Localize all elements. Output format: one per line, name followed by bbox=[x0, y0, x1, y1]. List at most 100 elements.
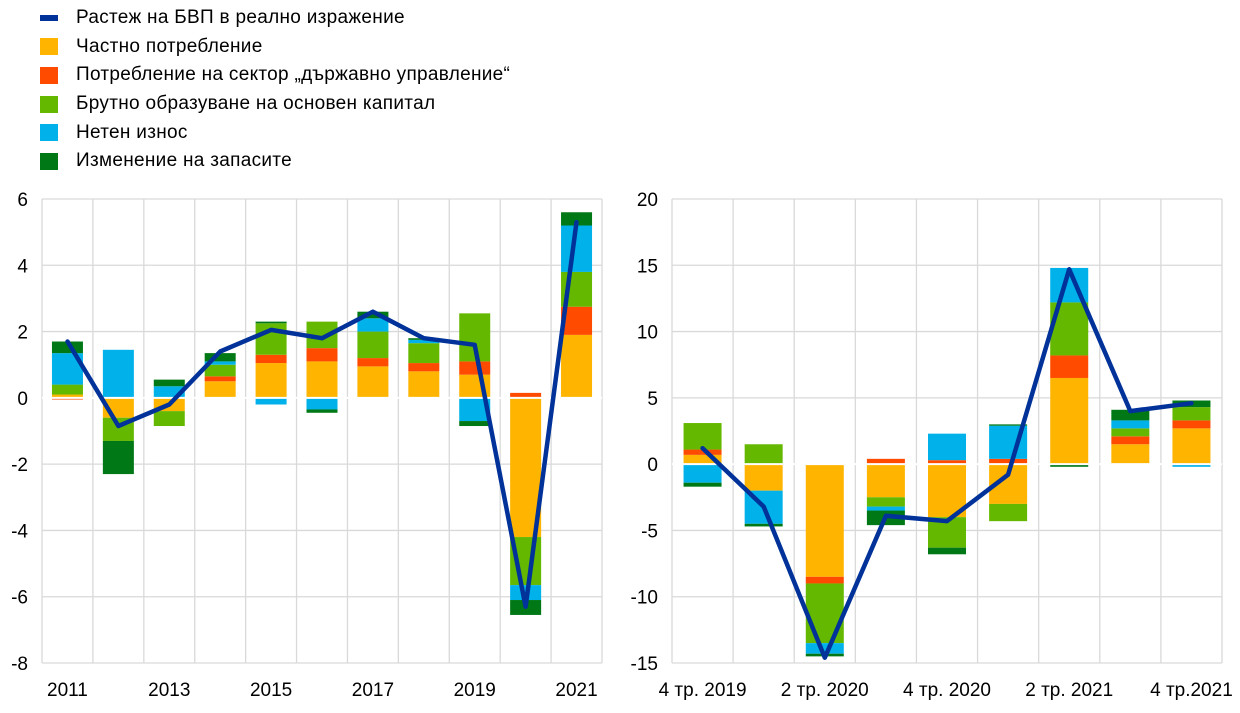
bar-segment-net-exports bbox=[357, 318, 389, 332]
legend-swatch bbox=[40, 95, 58, 113]
bar-segment-private-consumption bbox=[744, 464, 783, 491]
bar-segment-private-consumption bbox=[561, 334, 593, 398]
legend-label: Брутно образуване на основен капитал bbox=[76, 93, 436, 115]
bar-segment-inventories bbox=[683, 482, 722, 487]
bar-segment-government-consumption bbox=[1111, 436, 1150, 445]
bar-segment-net-exports bbox=[1172, 464, 1211, 467]
legend-label: Потребление на сектор „държавно управлен… bbox=[76, 64, 511, 86]
legend-label: Изменение на запасите bbox=[76, 150, 292, 172]
bar-segment-private-consumption bbox=[408, 371, 440, 398]
bar-segment-inventories bbox=[459, 421, 491, 427]
bar-segment-inventories bbox=[306, 409, 338, 413]
x-tick-label: 2013 bbox=[148, 680, 190, 701]
bar-segment-private-consumption bbox=[51, 394, 83, 398]
y-tick-label: 2 bbox=[17, 323, 28, 344]
x-tick-label: 2015 bbox=[250, 680, 292, 701]
bar-segment-gross-fixed-capital-formation bbox=[51, 384, 83, 395]
bar-segment-government-consumption bbox=[510, 392, 542, 398]
y-tick-label: 6 bbox=[17, 190, 28, 211]
bar-segment-government-consumption bbox=[805, 576, 844, 584]
bar-segment-gross-fixed-capital-formation bbox=[153, 411, 185, 427]
bar-segment-inventories bbox=[357, 311, 389, 319]
x-tick-label: 4 тр. 2019 bbox=[659, 680, 747, 701]
bar-segment-net-exports bbox=[102, 349, 134, 398]
bar-segment-private-consumption bbox=[1050, 377, 1089, 465]
bar-segment-net-exports bbox=[153, 386, 185, 398]
bar-segment-gross-fixed-capital-formation bbox=[989, 503, 1028, 522]
legend-swatch bbox=[40, 38, 58, 56]
bar-segment-gross-fixed-capital-formation bbox=[866, 497, 905, 507]
bar-segment-government-consumption bbox=[683, 449, 722, 455]
chart-panel-1: -8 -6 -4 -2 0 2 4 6 2011 2013 2015 2017 2019 2021 bbox=[11, 190, 603, 701]
bar-segment-inventories bbox=[1111, 409, 1150, 421]
bar-segment-private-consumption bbox=[1111, 444, 1150, 465]
x-tick-label: 4 тр. 2020 bbox=[903, 680, 991, 701]
x-tick-label: 4 тр.2021 bbox=[1150, 680, 1233, 701]
bar-segment-government-consumption bbox=[204, 376, 236, 382]
legend-label: Нетен износ bbox=[76, 121, 188, 143]
y-tick-label: 0 bbox=[17, 389, 28, 410]
bar-segment-net-exports bbox=[805, 643, 844, 654]
bar-segment-government-consumption bbox=[989, 458, 1028, 465]
bar-segment-inventories bbox=[204, 353, 236, 362]
bar-segment-net-exports bbox=[204, 361, 236, 365]
bar-segment-government-consumption bbox=[1172, 420, 1211, 429]
bar-segment-private-consumption bbox=[255, 363, 287, 398]
bar-segment-private-consumption bbox=[357, 366, 389, 398]
legend-item-government-consumption: Потребление на сектор „държавно управлен… bbox=[40, 61, 510, 90]
bar-segment-net-exports bbox=[408, 339, 440, 344]
bar-segment-gross-fixed-capital-formation bbox=[357, 331, 389, 359]
bar-segment-gross-fixed-capital-formation bbox=[1111, 428, 1150, 437]
chart-legend: Растеж на БВП в реално изражение Частно п… bbox=[40, 4, 510, 176]
bar-segment-net-exports bbox=[306, 397, 338, 410]
bar-segment-inventories bbox=[1050, 464, 1089, 467]
bar-segment-gross-fixed-capital-formation bbox=[1172, 407, 1211, 421]
bar-segment-government-consumption bbox=[306, 348, 338, 362]
legend-swatch bbox=[40, 15, 58, 22]
bar-segment-private-consumption bbox=[204, 381, 236, 398]
y-tick-label: 10 bbox=[637, 323, 658, 344]
legend-swatch bbox=[40, 124, 58, 142]
legend-item-inventories: Изменение на запасите bbox=[40, 147, 510, 176]
x-tick-label: 2021 bbox=[555, 680, 597, 701]
x-tick-label: 2 тр. 2021 bbox=[1025, 680, 1113, 701]
bar-segment-government-consumption bbox=[408, 363, 440, 372]
legend-item-private-consumption: Частно потребление bbox=[40, 33, 510, 62]
bar-segment-private-consumption bbox=[805, 464, 844, 577]
bar-segment-net-exports bbox=[928, 433, 966, 461]
bar-segment-government-consumption bbox=[866, 458, 905, 465]
bar-segment-gross-fixed-capital-formation bbox=[744, 444, 783, 465]
x-tick-label: 2019 bbox=[454, 680, 496, 701]
bar-segment-gross-fixed-capital-formation bbox=[805, 583, 844, 644]
legend-item-gross-fixed-capital-formation: Брутно образуване на основен капитал bbox=[40, 90, 510, 119]
bar-segment-private-consumption bbox=[306, 361, 338, 398]
bar-segment-private-consumption bbox=[866, 464, 905, 498]
y-tick-label: -10 bbox=[631, 588, 658, 609]
bar-segment-net-exports bbox=[459, 397, 491, 422]
bar-segment-inventories bbox=[102, 440, 134, 475]
y-tick-label: -6 bbox=[11, 588, 28, 609]
bar-segment-private-consumption bbox=[683, 454, 722, 465]
x-tick-label: 2011 bbox=[47, 680, 88, 701]
bar-segment-gross-fixed-capital-formation bbox=[683, 423, 722, 450]
x-tick-label: 2017 bbox=[352, 680, 394, 701]
bar-segment-private-consumption bbox=[928, 464, 966, 518]
y-tick-label: 5 bbox=[647, 389, 658, 410]
bar-segment-inventories bbox=[928, 547, 966, 555]
bar-segment-net-exports bbox=[683, 464, 722, 483]
bar-segment-private-consumption bbox=[1172, 428, 1211, 465]
y-tick-label: -8 bbox=[11, 654, 28, 675]
y-tick-label: -2 bbox=[11, 455, 28, 476]
bar-segment-inventories bbox=[989, 424, 1028, 426]
bar-stack-group bbox=[51, 212, 593, 615]
bar-segment-government-consumption bbox=[357, 358, 389, 367]
y-tick-label: -5 bbox=[641, 521, 658, 542]
bar-segment-gross-fixed-capital-formation bbox=[204, 364, 236, 377]
bar-segment-government-consumption bbox=[255, 354, 287, 364]
bar-segment-inventories bbox=[51, 341, 83, 354]
legend-swatch bbox=[40, 66, 58, 84]
y-tick-label: 4 bbox=[17, 256, 28, 277]
bar-segment-government-consumption bbox=[459, 361, 491, 375]
bar-segment-net-exports bbox=[255, 397, 287, 405]
bar-segment-inventories bbox=[255, 321, 287, 324]
